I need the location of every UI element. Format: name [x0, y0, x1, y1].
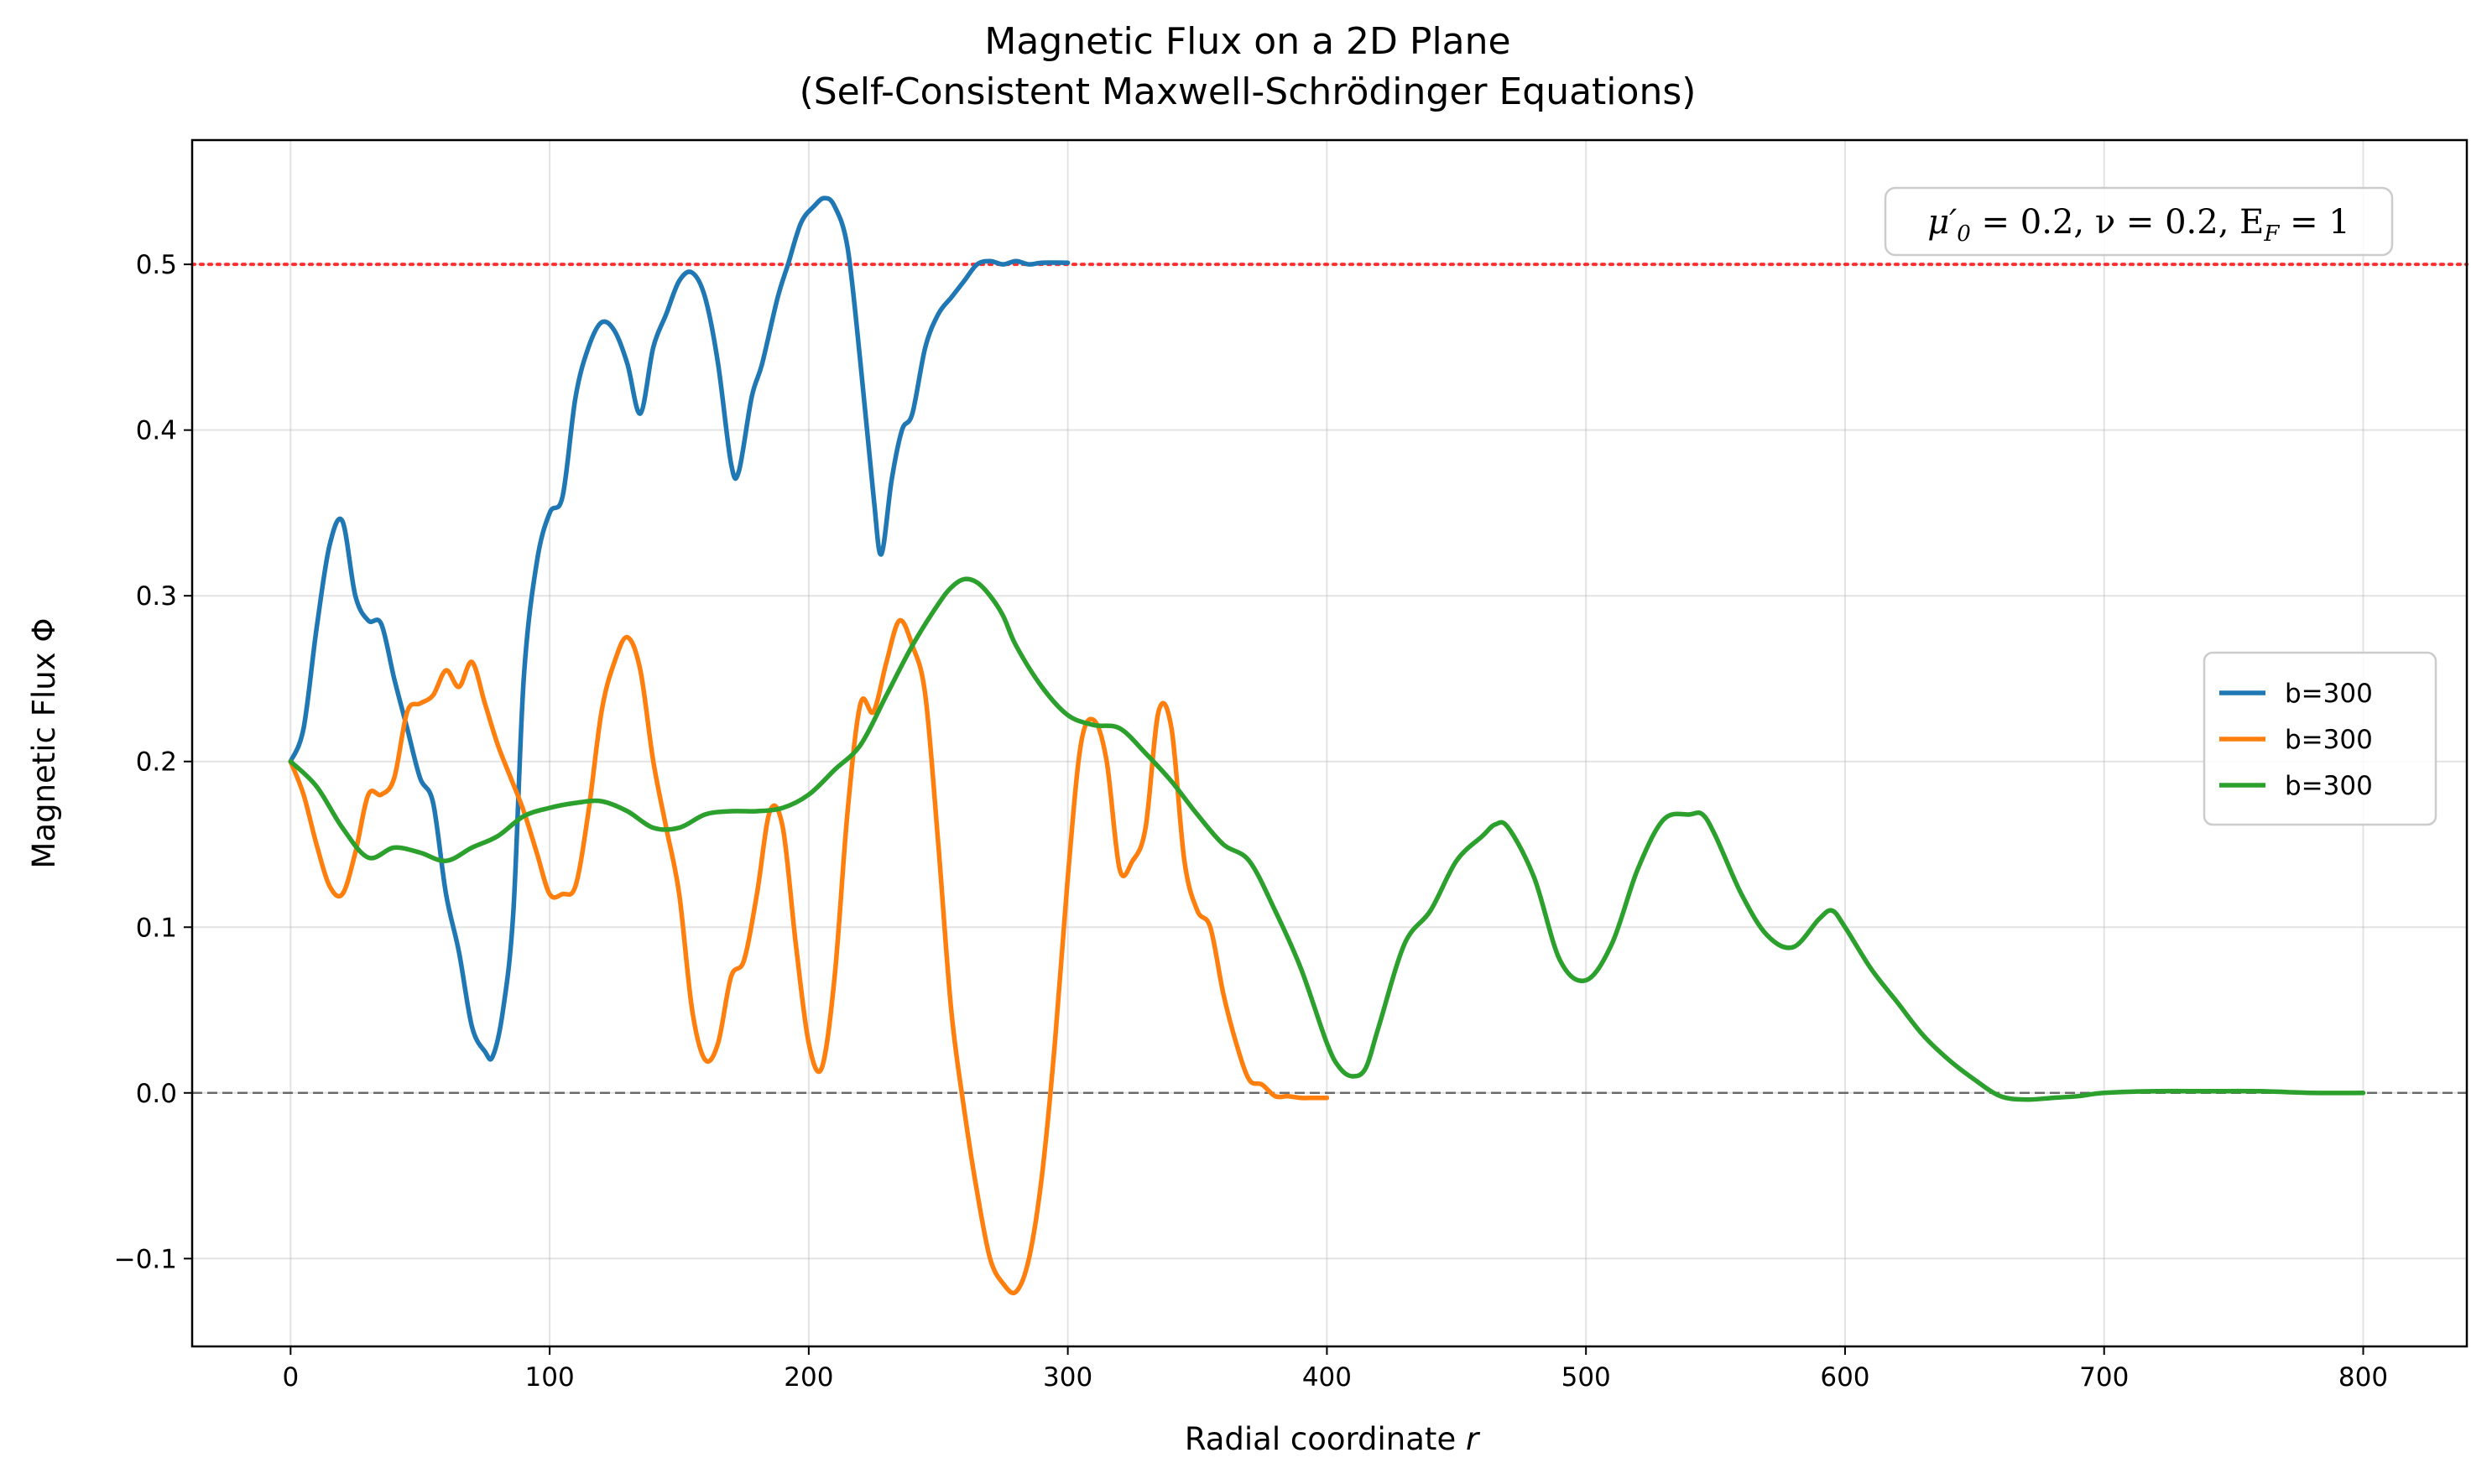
parameter-annotation: μ′0 = 0.2, ν = 0.2, EF = 1 — [1884, 186, 2394, 257]
y-tick-label: 0.0 — [136, 1079, 177, 1109]
y-axis-label: Magnetic Flux Φ — [26, 618, 62, 869]
series-line-3 — [288, 576, 2366, 1102]
x-tick-label: 200 — [784, 1362, 833, 1393]
annotation-text: μ′0 = 0.2, ν = 0.2, EF = 1 — [1927, 203, 2350, 247]
x-tick-label: 100 — [525, 1362, 575, 1393]
legend-box — [2203, 651, 2437, 826]
series-line-2 — [288, 617, 1330, 1296]
x-tick-label: 800 — [2338, 1362, 2388, 1393]
y-tick-label: 0.3 — [136, 581, 177, 612]
x-axis-label: Radial coordinate r — [1185, 1421, 1481, 1457]
annotation-ef-sub: F — [2263, 221, 2280, 247]
chart-title: Magnetic Flux on a 2D Plane — [984, 20, 1510, 63]
y-tick-label: 0.4 — [136, 416, 177, 446]
x-tick-label: 500 — [1561, 1362, 1611, 1393]
annotation-box — [1884, 186, 2394, 257]
x-tick-label: 600 — [1820, 1362, 1869, 1393]
x-tick-label: 300 — [1043, 1362, 1092, 1393]
series-line-1 — [288, 195, 1071, 1062]
chart-subtitle: (Self-Consistent Maxwell-Schrödinger Equ… — [800, 70, 1697, 113]
y-tick-label: 0.1 — [136, 913, 177, 943]
plot-frame — [190, 138, 2469, 1348]
axis-ticks: 0 100 200 300 400 500 600 700 800 −0.1 0.0 0.1 0.2 0.… — [114, 250, 2388, 1393]
plot-area — [192, 140, 2467, 1346]
legend-label: b=300 — [2285, 771, 2373, 801]
legend: b=300 b=300 b=300 — [2203, 651, 2437, 826]
x-tick-label: 400 — [1302, 1362, 1352, 1393]
x-axis-label-var: r — [1466, 1421, 1481, 1457]
x-tick-label: 700 — [2079, 1362, 2129, 1393]
legend-label: b=300 — [2285, 725, 2373, 755]
annotation-rest2: = 1 — [2279, 203, 2349, 242]
x-tick-label: 0 — [282, 1362, 299, 1393]
annotation-mu: μ′ — [1927, 203, 1957, 242]
y-tick-label: 0.5 — [136, 250, 177, 280]
annotation-rest1: = 0.2, ν = 0.2, E — [1971, 203, 2265, 242]
series-lines — [288, 195, 2366, 1296]
x-axis-label-main: Radial coordinate — [1185, 1421, 1466, 1457]
legend-label: b=300 — [2285, 679, 2373, 709]
y-tick-label: 0.2 — [136, 747, 177, 778]
y-tick-label: −0.1 — [114, 1244, 177, 1274]
annotation-mu-sub: 0 — [1957, 221, 1971, 247]
